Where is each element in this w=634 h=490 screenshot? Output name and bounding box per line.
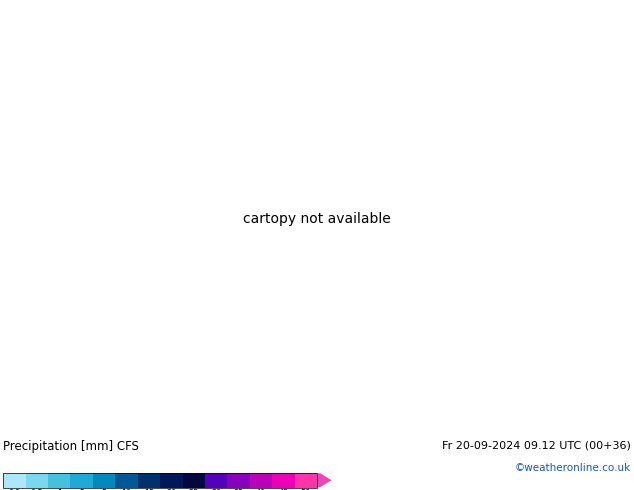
- Text: 2: 2: [79, 489, 84, 490]
- Text: 50: 50: [301, 489, 311, 490]
- Bar: [25, 472, 48, 488]
- Text: 10: 10: [122, 489, 131, 490]
- Text: 5: 5: [101, 489, 107, 490]
- Bar: [205, 472, 228, 488]
- Text: 1: 1: [56, 489, 61, 490]
- Bar: [228, 472, 250, 488]
- Text: ©weatheronline.co.uk: ©weatheronline.co.uk: [515, 463, 631, 473]
- Text: 0.1: 0.1: [8, 489, 21, 490]
- Bar: [138, 472, 160, 488]
- Text: 15: 15: [144, 489, 154, 490]
- Bar: [272, 472, 295, 488]
- Text: cartopy not available: cartopy not available: [243, 212, 391, 226]
- Bar: [160, 472, 183, 488]
- Bar: [295, 472, 317, 488]
- Bar: [250, 472, 272, 488]
- Bar: [70, 472, 93, 488]
- Text: Precipitation [mm] CFS: Precipitation [mm] CFS: [3, 440, 139, 453]
- Text: 35: 35: [233, 489, 243, 490]
- Bar: [3, 472, 25, 488]
- Bar: [115, 472, 138, 488]
- Text: 20: 20: [166, 489, 176, 490]
- Text: 30: 30: [211, 489, 221, 490]
- Text: 25: 25: [188, 489, 199, 490]
- Text: 40: 40: [256, 489, 266, 490]
- Bar: [93, 472, 115, 488]
- Text: 45: 45: [278, 489, 288, 490]
- Bar: [183, 472, 205, 488]
- FancyArrow shape: [318, 473, 332, 487]
- Text: 0.5: 0.5: [30, 489, 43, 490]
- Bar: [48, 472, 70, 488]
- Text: Fr 20-09-2024 09.12 UTC (00+36): Fr 20-09-2024 09.12 UTC (00+36): [442, 440, 631, 450]
- Bar: [3, 472, 317, 488]
